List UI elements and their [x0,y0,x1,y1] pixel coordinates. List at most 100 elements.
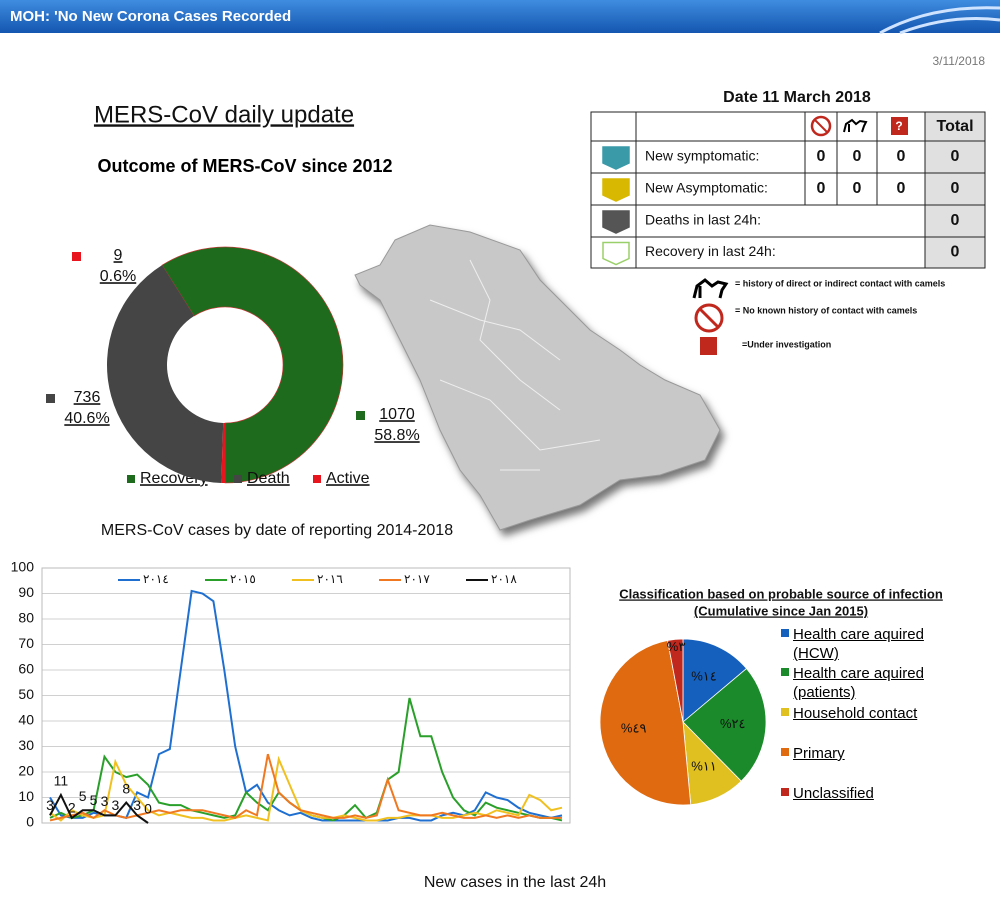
donut-value-label: 9 [114,247,123,264]
legend-label: Death [247,470,290,487]
data-label: 5 [90,792,98,808]
cell-value: 0 [817,180,826,197]
question-mark: ? [895,119,902,133]
cell-value: 0 [817,148,826,165]
header-bar [0,0,1000,33]
data-label: 5 [79,788,87,804]
row-label: Deaths in last 24h: [645,212,761,228]
y-tick-label: 30 [18,737,34,753]
legend-swatch [313,475,321,483]
data-label: 3 [46,797,54,813]
table-title: Date 11 March 2018 [723,89,871,106]
table-header: Total [936,118,973,135]
infographic-title: MERS-CoV daily update [94,101,354,128]
pie-value-label: %١٤ [691,668,717,683]
donut-value-label: 1070 [379,406,415,423]
donut-title: Outcome of MERS-CoV since 2012 [97,156,393,176]
label-swatch [72,252,81,261]
pie-slice [682,667,767,782]
date: 3/11/2018 [933,54,986,68]
donut-value-label: 736 [74,389,101,406]
line-chart-title: MERS-CoV cases by date of reporting 2014… [101,522,453,539]
y-tick-label: 20 [18,763,34,779]
legend-label: Household contact [793,705,918,722]
donut-segment [107,265,224,483]
legend-note: = No known history of contact with camel… [735,305,917,315]
y-tick-label: 40 [18,712,34,728]
row-icon [602,210,630,234]
y-tick-label: 70 [18,635,34,651]
total-column-bg [925,112,985,268]
pie-value-label: %٢٤ [720,716,746,731]
data-label: 3 [111,797,119,813]
pie-value-label: %٣ [667,639,686,654]
cell-value: 0 [897,180,906,197]
legend-swatch [781,748,789,756]
donut-percent-label: 58.8% [374,427,419,444]
legend-label: Active [326,470,370,487]
pie-slice [682,638,748,723]
note-question-icon [700,337,717,355]
cell-total: 0 [951,148,960,165]
series-line [49,792,149,824]
note-camel-icon [692,278,729,299]
pie-slice [667,638,684,723]
y-tick-label: 60 [18,661,34,677]
map [354,224,721,531]
legend-label: Unclassified [793,785,874,802]
cell-total: 0 [951,180,960,197]
row-icon [602,146,630,170]
label-swatch [356,411,365,420]
plot-border [41,567,571,824]
y-tick-label: 0 [26,814,34,830]
data-label: 3 [133,797,141,813]
legend-label: ٢٠١٧ [404,572,430,586]
legend-label: Health care aquired (patients) [793,665,924,701]
donut-percent-label: 40.6% [64,410,109,427]
header-title: MOH: 'No New Corona Cases Recorded [10,8,291,25]
data-label: 0 [144,801,152,817]
y-tick-label: 100 [11,559,35,575]
y-tick-label: 50 [18,686,34,702]
series-line [49,753,562,822]
legend-label: Primary [793,745,845,762]
legend-label: ٢٠١٥ [230,572,256,586]
cell-total: 0 [951,212,960,229]
legend-swatch [781,629,789,637]
data-label: 8 [122,780,130,796]
legend-label: Health care aquired (HCW) [793,626,924,662]
row-icon [602,178,630,202]
pie-value-label: %٤٩ [621,720,647,735]
legend-label: ٢٠١٨ [491,572,517,586]
donut-percent-label: 0.6% [100,268,136,285]
row-label: New Asymptomatic: [645,180,768,196]
cell-value: 0 [853,180,862,197]
map-borders [429,259,601,471]
legend-swatch [127,475,135,483]
table-border [590,111,986,269]
pie-value-label: %١١ [691,759,717,774]
header-decoration [879,6,1000,35]
legend-label: ٢٠١٤ [143,572,169,586]
y-tick-label: 80 [18,610,34,626]
row-label: New symptomatic: [645,148,759,164]
question-icon [891,117,908,135]
no-camel-slash [814,119,828,133]
pie-slice [599,639,692,806]
footer-caption: New cases in the last 24h [424,874,606,891]
note-no-camel-slash [698,307,720,329]
row-label: Recovery in last 24h: [645,243,776,259]
y-tick-label: 90 [18,584,34,600]
cell-value: 0 [853,148,862,165]
cell-value: 0 [897,148,906,165]
legend-note: =Under investigation [742,339,831,349]
series-line [49,755,563,822]
legend-note: = history of direct or indirect contact … [735,278,945,288]
donut-segment [221,422,225,483]
pie-subtitle: (Cumulative since Jan 2015) [694,603,868,618]
legend-swatch [781,668,789,676]
pie-title: Classification based on probable source … [619,586,943,601]
legend-swatch [781,788,789,796]
